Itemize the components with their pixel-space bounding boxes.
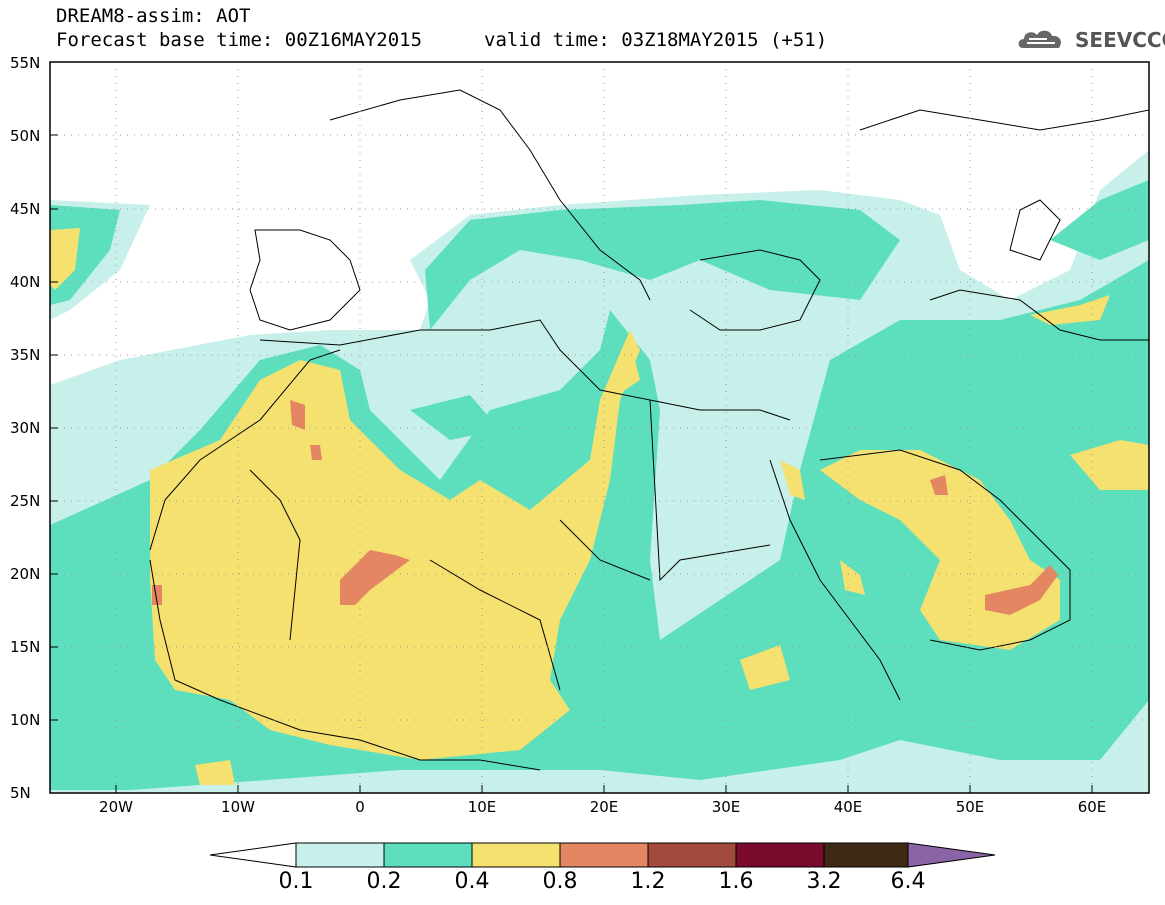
cloud-icon <box>1018 30 1062 48</box>
lat-label: 10N <box>10 711 41 729</box>
lon-label: 10W <box>221 798 255 816</box>
colorbar <box>209 842 996 868</box>
lon-label: 40E <box>833 798 863 816</box>
valid-time-label: valid time: 03Z18MAY2015 (+51) <box>484 29 828 51</box>
coastlines <box>149 89 1149 771</box>
lat-label: 25N <box>10 492 41 510</box>
logo-text: SEEVCCC <box>1075 28 1165 52</box>
lat-label: 20N <box>10 565 41 583</box>
colorbar-segment <box>559 842 649 868</box>
lon-label: 50E <box>955 798 985 816</box>
colorbar-segment-above <box>907 842 996 868</box>
graticule <box>50 62 1149 793</box>
lon-label: 20E <box>589 798 619 816</box>
lat-label: 40N <box>10 273 41 291</box>
lat-label: 30N <box>10 419 41 437</box>
lon-label: 10E <box>467 798 497 816</box>
axis-ticks <box>50 134 1093 793</box>
colorbar-segment <box>647 842 737 868</box>
colorbar-label: 0.8 <box>542 869 578 894</box>
model-title: DREAM8-assim: AOT <box>56 5 251 27</box>
colorbar-segment <box>735 842 825 868</box>
colorbar-segment <box>383 842 473 868</box>
colorbar-label: 1.6 <box>718 869 754 894</box>
colorbar-label: 1.2 <box>630 869 666 894</box>
lat-label: 15N <box>10 638 41 656</box>
lon-label: 60E <box>1077 798 1107 816</box>
colorbar-segment <box>823 842 909 868</box>
lon-label: 20W <box>99 798 133 816</box>
colorbar-segment-below <box>209 842 297 868</box>
lon-label: 0 <box>355 798 365 816</box>
lon-label: 30E <box>711 798 741 816</box>
colorbar-label: 6.4 <box>890 869 926 894</box>
seevccc-logo: SEEVCCC <box>1017 26 1165 54</box>
colorbar-segment <box>471 842 561 868</box>
lat-label: 5N <box>10 784 31 802</box>
colorbar-label: 0.2 <box>366 869 402 894</box>
colorbar-segment <box>295 842 385 868</box>
colorbar-label: 0.4 <box>454 869 490 894</box>
aot-0.8-1.2 <box>152 400 1058 615</box>
lat-label: 50N <box>10 127 41 145</box>
colorbar-label: 0.1 <box>278 869 314 894</box>
colorbar-label: 3.2 <box>806 869 842 894</box>
lat-label: 35N <box>10 346 41 364</box>
lat-label: 45N <box>10 200 41 218</box>
lat-label: 55N <box>10 54 41 72</box>
base-time-label: Forecast base time: 00Z16MAY2015 <box>56 29 423 51</box>
